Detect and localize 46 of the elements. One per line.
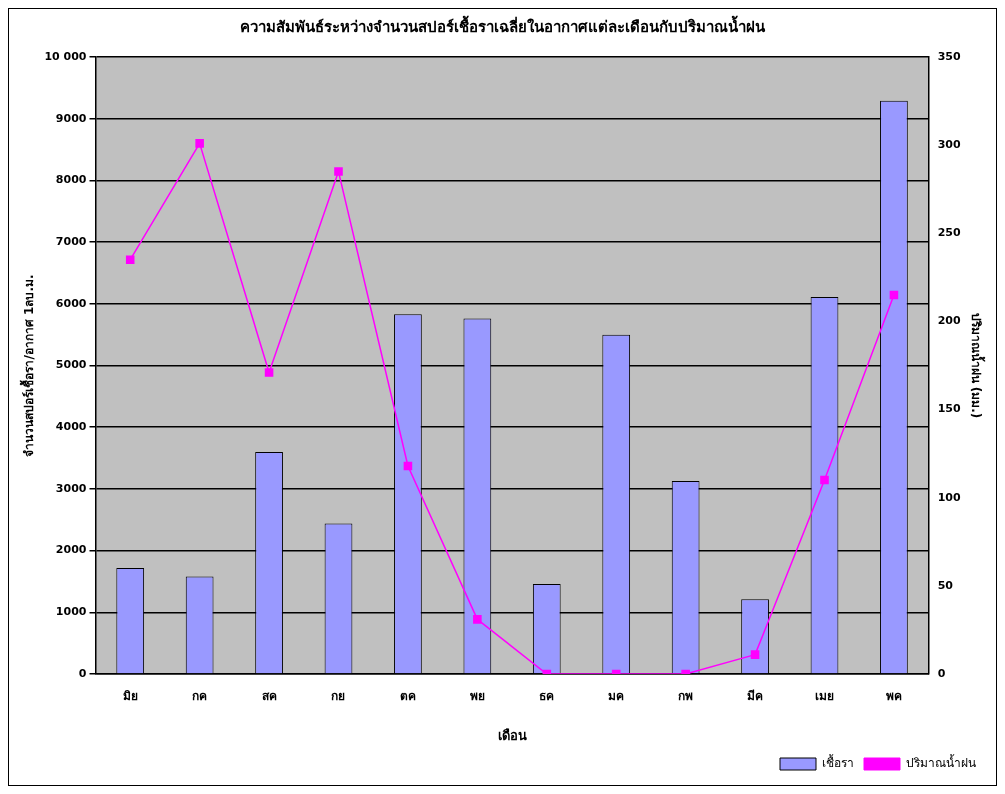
y-axis-title: จำนวนสปอร์เชื้อรา/อากาศ 1ลบ.ม. <box>19 274 37 457</box>
x-axis-title: เดือน <box>497 727 527 743</box>
point <box>889 290 899 300</box>
x-tick-label: สค <box>261 689 277 704</box>
point <box>820 475 829 485</box>
y-tick-label: 9000 <box>55 111 87 125</box>
x-tick-label: ตค <box>399 689 416 704</box>
point <box>195 139 204 148</box>
x-tick-label: เมย <box>815 689 834 704</box>
point <box>750 650 760 659</box>
y-tick-label: 6000 <box>55 296 87 310</box>
y-tick-label: 3000 <box>55 481 87 495</box>
x-tick-label: พค <box>885 689 902 704</box>
x-tick-label: ธค <box>539 689 555 704</box>
y-tick-label: 5000 <box>55 358 87 372</box>
y2-tick-label: 350 <box>937 49 961 63</box>
x-tick-label: มิย <box>122 689 138 704</box>
y2-tick-label: 100 <box>937 490 961 504</box>
x-tick-label: กย <box>331 689 346 704</box>
x-tick-label: กพ <box>678 689 694 704</box>
y2-tick-label: 50 <box>937 578 954 592</box>
y2-tick-label: 250 <box>937 226 961 240</box>
x-tick-label: มีค <box>747 689 764 704</box>
point <box>334 167 343 176</box>
y2-axis-title: ปริมาณน้ำฝน (มม.) <box>968 312 986 419</box>
point <box>125 255 135 265</box>
chart-title: ความสัมพันธ์ระหว่างจำนวนสปอร์เชื้อราเฉลี่ยในอากาศแต่ละเดือนกับปริมาณน้ำฝน <box>240 14 766 36</box>
y2-tick-label: 150 <box>937 402 961 416</box>
y2-tick-label: 300 <box>937 138 961 151</box>
y-tick-label: 8000 <box>55 173 87 187</box>
y-tick-label: 1000 <box>55 605 87 619</box>
point <box>473 615 482 624</box>
x-tick-label: พย <box>469 689 485 704</box>
y-tick-label: 7000 <box>55 234 87 248</box>
legend-label: ปริมาณน้ำฝน <box>906 754 976 771</box>
legend-label: เชื้อรา <box>822 754 854 771</box>
x-tick-label: มค <box>608 689 625 704</box>
y2-tick-label: 200 <box>937 314 961 328</box>
y-tick-label: 0 <box>78 666 87 680</box>
y-tick-label: 2000 <box>55 543 87 557</box>
y-tick-label: 10 000 <box>44 49 87 63</box>
y-tick-label: 4000 <box>55 420 87 434</box>
point <box>403 461 413 471</box>
y2-tick-label: 0 <box>937 666 946 680</box>
point <box>264 368 274 377</box>
x-tick-label: กค <box>192 689 208 704</box>
